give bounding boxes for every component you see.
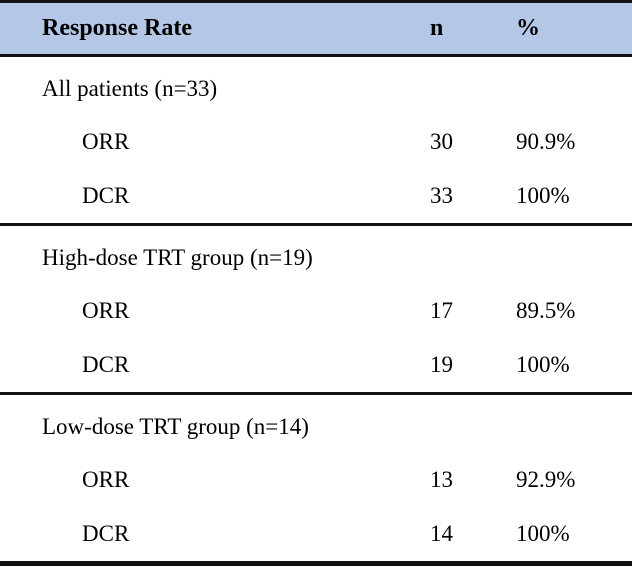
pct-value: 89.5% xyxy=(516,298,576,323)
n-value: 14 xyxy=(430,521,453,546)
table-row: DCR 14 100% xyxy=(0,507,632,561)
section-label: All patients (n=33) xyxy=(42,76,218,101)
section-all-patients: All patients (n=33) ORR 30 90.9% DCR 33 … xyxy=(0,57,632,226)
pct-value: 90.9% xyxy=(516,129,576,154)
row-label: ORR xyxy=(82,298,130,323)
n-value: 13 xyxy=(430,467,453,492)
table-row: DCR 33 100% xyxy=(0,169,632,223)
pct-value: 100% xyxy=(516,521,570,546)
section-label: High-dose TRT group (n=19) xyxy=(42,245,313,270)
table-bottom-rule xyxy=(0,561,632,566)
section-low-dose: Low-dose TRT group (n=14) ORR 13 92.9% D… xyxy=(0,395,632,561)
pct-value: 100% xyxy=(516,183,570,208)
header-percent: % xyxy=(516,15,540,41)
header-response-rate: Response Rate xyxy=(42,15,192,41)
row-label: DCR xyxy=(82,352,130,377)
row-label: DCR xyxy=(82,183,130,208)
row-label: ORR xyxy=(82,467,130,492)
n-value: 17 xyxy=(430,298,453,323)
section-high-dose: High-dose TRT group (n=19) ORR 17 89.5% … xyxy=(0,226,632,395)
table-row: ORR 13 92.9% xyxy=(0,453,632,507)
n-value: 33 xyxy=(430,183,453,208)
n-value: 19 xyxy=(430,352,453,377)
pct-value: 92.9% xyxy=(516,467,576,492)
header-n: n xyxy=(430,15,444,41)
pct-value: 100% xyxy=(516,352,570,377)
table-row: ORR 17 89.5% xyxy=(0,284,632,338)
section-label: Low-dose TRT group (n=14) xyxy=(42,414,309,439)
row-label: ORR xyxy=(82,129,130,154)
n-value: 30 xyxy=(430,129,453,154)
row-label: DCR xyxy=(82,521,130,546)
table-row: DCR 19 100% xyxy=(0,338,632,392)
table-header-row: Response Rate n % xyxy=(0,3,632,57)
table-row: ORR 30 90.9% xyxy=(0,115,632,169)
